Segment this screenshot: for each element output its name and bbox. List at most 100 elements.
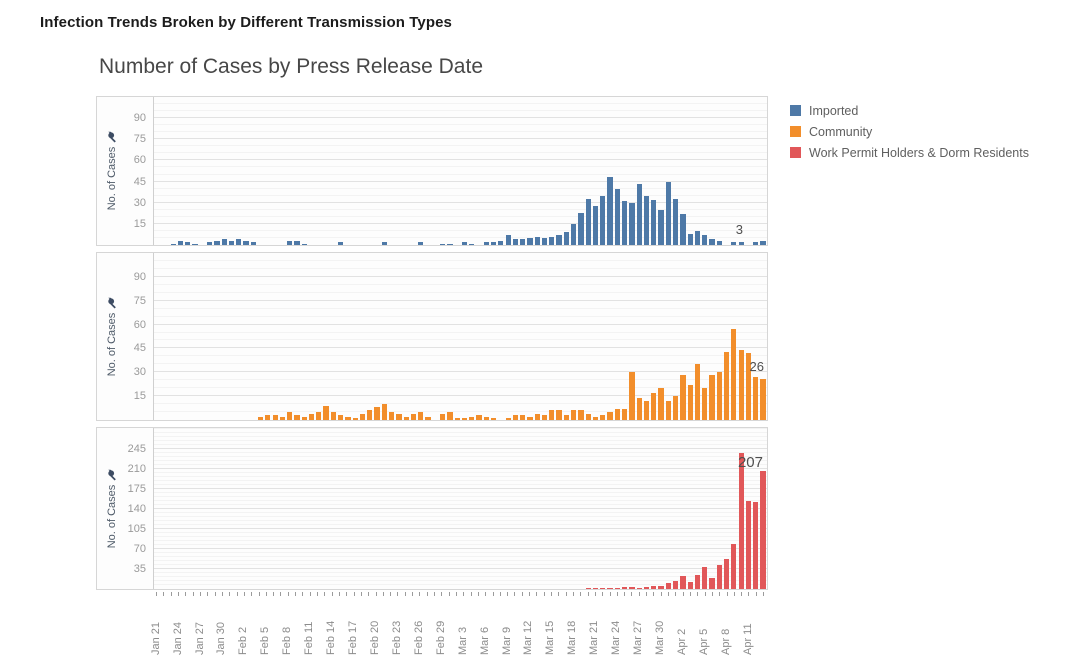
bar[interactable] (592, 587, 599, 589)
bar[interactable] (469, 243, 475, 245)
bar[interactable] (716, 372, 722, 420)
bar[interactable] (367, 410, 373, 420)
bar[interactable] (556, 410, 562, 420)
bar[interactable] (760, 240, 766, 245)
bar[interactable] (614, 408, 620, 420)
bar[interactable] (629, 202, 635, 245)
bar[interactable] (571, 223, 577, 245)
bar[interactable] (702, 388, 708, 420)
bar[interactable] (381, 242, 387, 245)
bar[interactable] (330, 412, 336, 420)
bar[interactable] (396, 413, 402, 420)
bar[interactable] (636, 184, 642, 245)
legend-item-imported[interactable]: Imported (790, 104, 1080, 118)
bar[interactable] (374, 407, 380, 420)
bar[interactable] (301, 416, 307, 420)
bar[interactable] (614, 188, 620, 245)
bar[interactable] (527, 237, 533, 245)
bar[interactable] (745, 353, 752, 420)
bar[interactable] (520, 239, 526, 245)
bar[interactable] (622, 587, 628, 589)
bar[interactable] (585, 198, 591, 245)
bar[interactable] (600, 195, 606, 245)
bar[interactable] (483, 416, 489, 420)
bar[interactable] (287, 240, 293, 245)
bar[interactable] (709, 239, 715, 245)
bar[interactable] (170, 243, 176, 245)
bar[interactable] (636, 587, 642, 589)
bar[interactable] (425, 416, 431, 420)
bar[interactable] (760, 470, 766, 589)
bar[interactable] (185, 242, 191, 245)
bar[interactable] (753, 502, 759, 589)
bar[interactable] (702, 235, 708, 245)
bar[interactable] (738, 350, 744, 420)
bar[interactable] (469, 416, 475, 420)
bar[interactable] (680, 375, 686, 420)
bar[interactable] (512, 415, 519, 420)
bar[interactable] (177, 240, 184, 245)
bar[interactable] (651, 392, 657, 420)
bar[interactable] (563, 232, 569, 245)
bar[interactable] (578, 410, 584, 420)
bar[interactable] (498, 240, 504, 245)
bar[interactable] (672, 396, 679, 420)
bar[interactable] (316, 412, 322, 420)
bar[interactable] (483, 242, 489, 245)
bar[interactable] (578, 212, 584, 245)
bar[interactable] (338, 415, 344, 420)
bar[interactable] (527, 416, 533, 420)
bar[interactable] (461, 418, 468, 420)
bar[interactable] (352, 418, 358, 420)
bar[interactable] (228, 240, 235, 245)
bar[interactable] (585, 413, 591, 420)
bar[interactable] (403, 416, 409, 420)
bar[interactable] (622, 408, 628, 420)
bar[interactable] (287, 412, 293, 420)
bar[interactable] (243, 240, 249, 245)
bar[interactable] (738, 242, 744, 245)
bar[interactable] (694, 364, 701, 420)
bar[interactable] (672, 581, 679, 589)
bar[interactable] (549, 410, 555, 420)
bar[interactable] (418, 412, 424, 420)
bar[interactable] (643, 586, 650, 589)
bar[interactable] (505, 418, 511, 420)
bar[interactable] (738, 453, 744, 589)
bar[interactable] (607, 412, 613, 420)
bar[interactable] (694, 574, 701, 589)
bar[interactable] (680, 576, 686, 589)
bar[interactable] (257, 416, 264, 420)
bar[interactable] (534, 236, 540, 245)
bar[interactable] (541, 415, 548, 420)
bar[interactable] (709, 577, 715, 589)
bar[interactable] (410, 413, 417, 420)
bar[interactable] (381, 404, 387, 420)
bar[interactable] (636, 397, 642, 420)
bar[interactable] (556, 235, 562, 245)
bar[interactable] (687, 233, 693, 245)
bar[interactable] (723, 351, 730, 420)
legend-item-work-permit-holders-dorm-residents[interactable]: Work Permit Holders & Dorm Residents (790, 146, 1080, 160)
bar[interactable] (622, 201, 628, 245)
bar[interactable] (439, 243, 446, 245)
bar[interactable] (541, 237, 548, 245)
bar[interactable] (272, 415, 278, 420)
bar[interactable] (221, 239, 227, 245)
bar[interactable] (643, 195, 650, 245)
bar[interactable] (301, 243, 307, 245)
bar[interactable] (454, 418, 460, 420)
legend-item-community[interactable]: Community (790, 125, 1080, 139)
bar[interactable] (731, 544, 737, 589)
bar[interactable] (665, 400, 671, 420)
bar[interactable] (520, 415, 526, 420)
bar[interactable] (665, 583, 671, 589)
bar[interactable] (723, 559, 730, 589)
bar[interactable] (687, 582, 693, 589)
bar[interactable] (709, 375, 715, 420)
bar[interactable] (461, 242, 468, 245)
bar[interactable] (629, 587, 635, 589)
bar[interactable] (716, 565, 722, 589)
bar[interactable] (439, 413, 446, 420)
bar[interactable] (389, 412, 395, 420)
